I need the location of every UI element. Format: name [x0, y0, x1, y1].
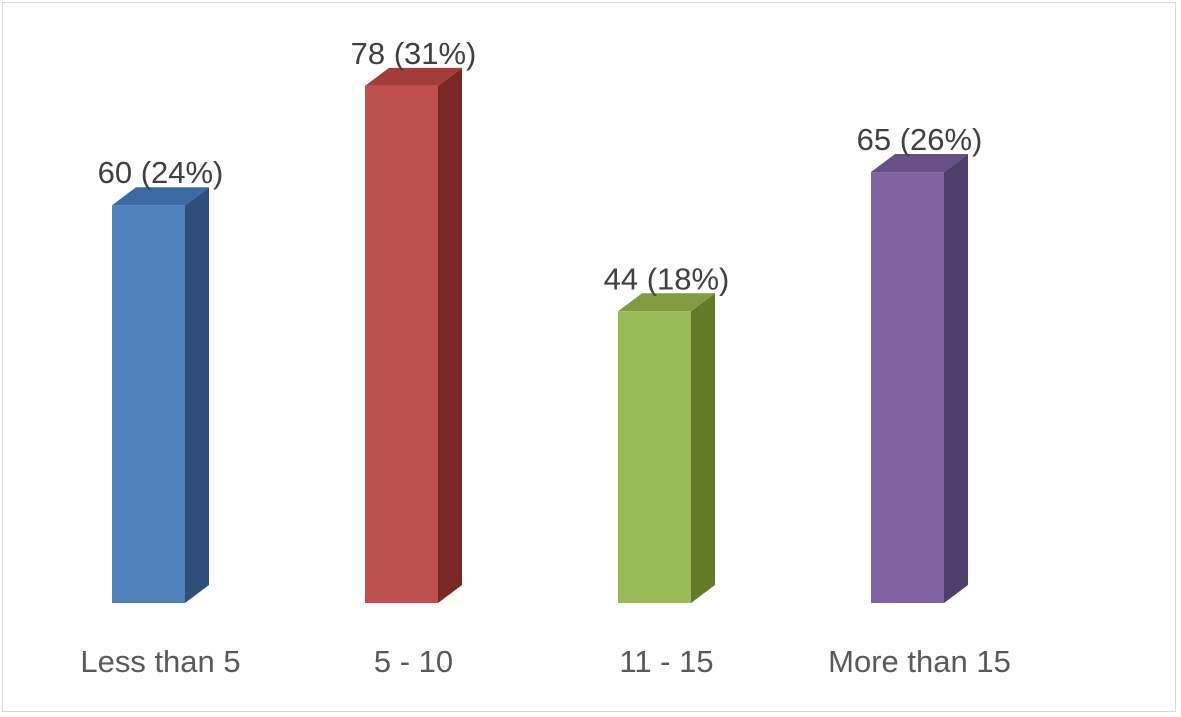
data-label: 44 (18%)	[604, 261, 730, 296]
bar-front-face	[112, 205, 185, 603]
bar-side-face	[438, 67, 462, 604]
x-axis-tick-labels: Less than 5 5 - 10 11 - 15 More than 15	[80, 644, 1010, 679]
bar-top-face	[871, 154, 968, 173]
bar-top-face	[618, 293, 715, 312]
bar-top-face	[365, 67, 462, 86]
bar	[112, 187, 209, 603]
data-label: 60 (24%)	[98, 155, 224, 190]
x-tick-label: Less than 5	[80, 644, 240, 679]
x-tick-label: 5 - 10	[374, 644, 453, 679]
bar-front-face	[871, 172, 944, 604]
bar-front-face	[618, 311, 691, 603]
bar-side-face	[944, 154, 968, 604]
bars-layer	[112, 67, 968, 604]
data-labels-layer: 60 (24%) 78 (31%) 44 (18%) 65 (26%)	[98, 36, 983, 296]
bar-front-face	[365, 85, 438, 604]
bar-top-face	[112, 187, 209, 206]
data-label: 65 (26%)	[857, 122, 983, 157]
bar-side-face	[185, 187, 209, 603]
x-tick-label: 11 - 15	[619, 644, 713, 679]
data-label: 78 (31%)	[351, 36, 477, 71]
bar-side-face	[691, 293, 715, 603]
bar	[618, 293, 715, 603]
x-tick-label: More than 15	[828, 644, 1011, 679]
bar	[871, 154, 968, 604]
bar	[365, 67, 462, 604]
